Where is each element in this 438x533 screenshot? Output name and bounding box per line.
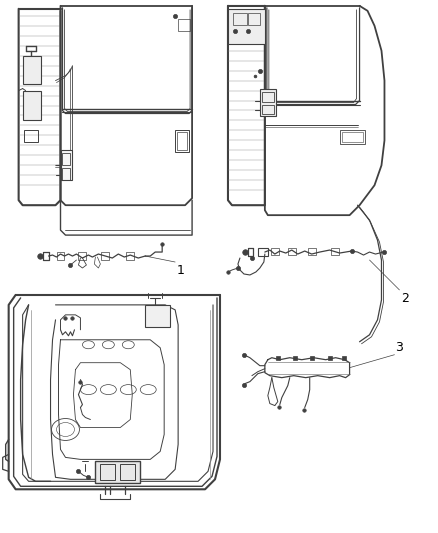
Bar	[24, 131, 38, 142]
Bar	[95, 462, 140, 483]
Bar	[78, 252, 86, 260]
Bar	[260, 88, 276, 117]
Bar	[248, 13, 260, 25]
Bar	[262, 92, 274, 101]
Bar	[177, 132, 187, 150]
Bar	[60, 150, 72, 180]
Bar	[228, 9, 265, 44]
Bar	[339, 131, 364, 144]
Bar	[23, 91, 41, 120]
Bar	[63, 168, 71, 180]
Bar	[100, 464, 115, 480]
Bar	[101, 252, 110, 260]
Bar	[145, 305, 170, 327]
Bar	[331, 248, 339, 255]
Bar	[288, 248, 296, 255]
Bar	[342, 132, 363, 142]
Bar	[175, 131, 189, 152]
Bar	[120, 464, 135, 480]
Bar	[258, 248, 268, 256]
Bar	[23, 55, 41, 84]
Bar	[178, 19, 190, 31]
Bar	[126, 252, 134, 260]
Bar	[63, 154, 71, 165]
Text: 3: 3	[396, 341, 403, 354]
Text: 1: 1	[177, 264, 185, 277]
Bar	[262, 104, 274, 115]
Bar	[57, 252, 64, 260]
Bar	[271, 248, 279, 255]
Bar	[233, 13, 247, 25]
Bar	[308, 248, 316, 255]
Text: 2: 2	[401, 292, 409, 305]
